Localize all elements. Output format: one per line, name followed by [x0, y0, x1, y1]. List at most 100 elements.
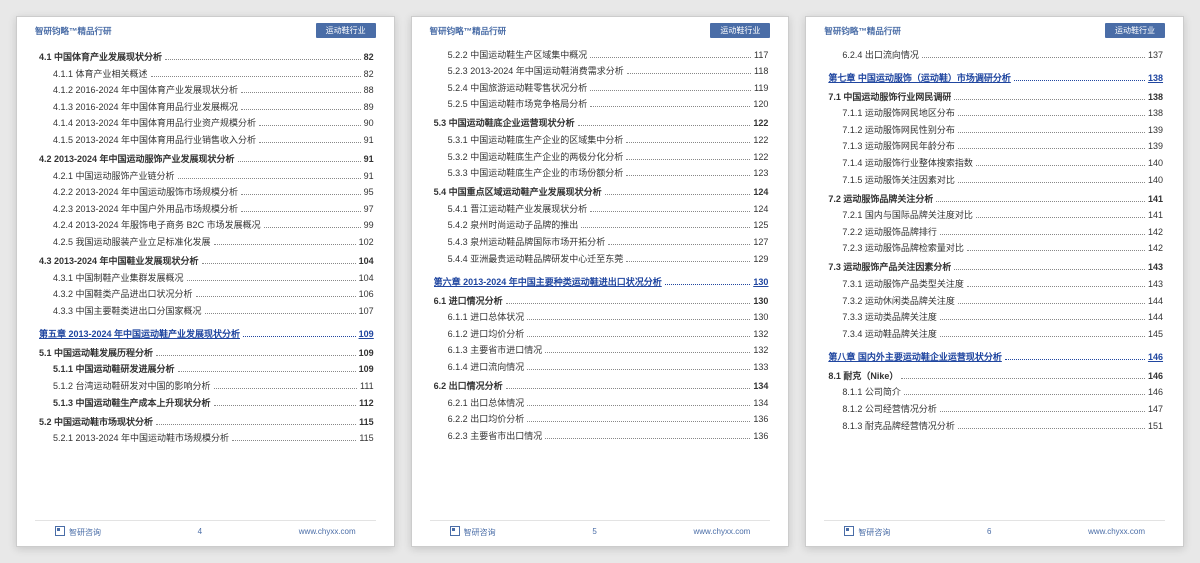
toc-leader [241, 211, 361, 212]
toc-label: 6.1.4 进口流向情况 [448, 360, 525, 373]
toc-leader [954, 269, 1145, 270]
toc-entry: 4.3.3 中国主要鞋类进出口分国家概况107 [39, 304, 374, 317]
footer-company: 智研咨询 [55, 525, 101, 538]
toc-leader [605, 194, 751, 195]
toc-label: 5.2.1 2013-2024 年中国运动鞋市场规模分析 [53, 431, 229, 444]
toc-label: 5.3.3 中国运动鞋底生产企业的市场份额分析 [448, 166, 624, 179]
toc-entry: 5.1.1 中国运动鞋研发进展分析109 [39, 362, 374, 375]
toc-leader [936, 201, 1145, 202]
toc-entry: 6.2.3 主要省市出口情况136 [434, 429, 769, 442]
toc-leader [578, 125, 751, 126]
toc-entry: 4.2.1 中国运动服饰产业链分析91 [39, 169, 374, 182]
toc-entry: 7.3 运动服饰产品关注因素分析143 [828, 260, 1163, 273]
toc-entry: 4.1.2 2016-2024 年中国体育产业发展现状分析88 [39, 83, 374, 96]
toc-page-num: 140 [1148, 158, 1163, 168]
toc-label: 8.1.1 公司简介 [842, 385, 901, 398]
toc-page-num: 139 [1148, 125, 1163, 135]
toc-label: 4.3.1 中国制鞋产业集群发展概况 [53, 271, 184, 284]
toc-leader [626, 159, 750, 160]
toc-label: 第七章 中国运动服饰（运动鞋）市场调研分析 [828, 71, 1011, 84]
toc-entry: 5.1.3 中国运动鞋生产成本上升现状分析112 [39, 396, 374, 409]
toc-leader [264, 227, 361, 228]
toc-entry: 6.2 出口情况分析134 [434, 379, 769, 392]
toc-leader [976, 217, 1145, 218]
toc-chapter-link[interactable]: 第六章 2013-2024 年中国主要种类运动鞋进出口状况分析130 [434, 275, 769, 288]
toc-leader [196, 296, 356, 297]
toc-page-num: 91 [364, 171, 374, 181]
toc-page-num: 91 [364, 154, 374, 164]
toc-entry: 7.3.4 运动鞋品牌关注度145 [828, 327, 1163, 340]
footer-page-num: 4 [198, 527, 202, 536]
toc-entry: 5.2.2 中国运动鞋生产区域集中概况117 [434, 48, 769, 61]
toc-entry: 4.2.5 我国运动服装产业立足标准化发展102 [39, 235, 374, 248]
toc-page-num: 112 [359, 398, 374, 408]
toc-leader [202, 263, 356, 264]
toc-entry: 7.2.3 运动服饰品牌检索量对比142 [828, 241, 1163, 254]
toc-label: 8.1 耐克（Nike） [828, 369, 898, 382]
toc-label: 第五章 2013-2024 年中国运动鞋产业发展现状分析 [39, 327, 240, 340]
brand-label: 智研钧略™精品行研 [35, 25, 112, 37]
toc-leader [151, 76, 361, 77]
toc-entry: 6.1.2 进口均价分析132 [434, 327, 769, 340]
toc-page-num: 127 [753, 237, 768, 247]
toc-chapter-link[interactable]: 第七章 中国运动服饰（运动鞋）市场调研分析138 [828, 71, 1163, 84]
footer-company: 智研咨询 [450, 525, 496, 538]
toc-label: 4.1.4 2013-2024 年中国体育用品行业资产规模分析 [53, 116, 256, 129]
toc-entry: 7.3.1 运动服饰产品类型关注度 143 [828, 277, 1163, 290]
toc-leader [241, 109, 361, 110]
toc-entry: 4.2.2 2013-2024 年中国运动服饰市场规模分析95 [39, 185, 374, 198]
toc-label: 7.2.3 运动服饰品牌检索量对比 [842, 241, 964, 254]
toc-leader [940, 336, 1145, 337]
toc-label: 4.1.3 2016-2024 年中国体育用品行业发展概况 [53, 100, 238, 113]
toc-page-num: 109 [359, 348, 374, 358]
toc-leader [626, 175, 750, 176]
footer-page-num: 5 [592, 527, 596, 536]
toc-page-num: 143 [1148, 279, 1163, 289]
toc-page-num: 138 [1148, 108, 1163, 118]
toc-leader [901, 378, 1145, 379]
toc-entry: 5.3.2 中国运动鞋底生产企业的两极分化分析122 [434, 150, 769, 163]
toc-page-num: 134 [753, 398, 768, 408]
toc-label: 7.3.2 运动休闲类品牌关注度 [842, 294, 955, 307]
toc-entry: 6.2.1 出口总体情况134 [434, 396, 769, 409]
toc-label: 8.1.3 耐克品牌经营情况分析 [842, 419, 955, 432]
toc-label: 7.1.5 运动服饰关注因素对比 [842, 173, 955, 186]
toc-entry: 4.1.3 2016-2024 年中国体育用品行业发展概况89 [39, 100, 374, 113]
toc-leader [156, 355, 356, 356]
toc-label: 4.2.2 2013-2024 年中国运动服饰市场规模分析 [53, 185, 238, 198]
toc-label: 6.2.3 主要省市出口情况 [448, 429, 543, 442]
toc-page-num: 138 [1148, 92, 1163, 102]
toc-entry: 4.1.1 体育产业相关概述82 [39, 67, 374, 80]
toc-label: 第六章 2013-2024 年中国主要种类运动鞋进出口状况分析 [434, 275, 662, 288]
toc-leader [545, 352, 750, 353]
toc-label: 6.2.4 出口流向情况 [842, 48, 919, 61]
toc-label: 6.1 进口情况分析 [434, 294, 503, 307]
toc-page-num: 117 [754, 50, 768, 60]
toc-entry: 7.3.2 运动休闲类品牌关注度144 [828, 294, 1163, 307]
toc-entry: 5.2.5 中国运动鞋市场竞争格局分析120 [434, 97, 769, 110]
toc-leader [238, 161, 361, 162]
toc-leader [958, 132, 1145, 133]
toc-page-num: 124 [753, 204, 768, 214]
toc-leader [178, 178, 361, 179]
toc-label: 7.1.4 运动服饰行业整体搜索指数 [842, 156, 973, 169]
toc-leader [958, 115, 1145, 116]
toc-label: 5.1.2 台湾运动鞋研发对中国的影响分析 [53, 379, 211, 392]
toc-label: 7.3 运动服饰产品关注因素分析 [828, 260, 951, 273]
toc-leader [259, 125, 361, 126]
toc-leader [545, 438, 750, 439]
toc-page-num: 82 [364, 69, 374, 79]
logo-icon [55, 526, 65, 536]
toc-page-num: 130 [753, 312, 768, 322]
toc-label: 7.1.2 运动服饰网民性别分布 [842, 123, 955, 136]
toc-label: 7.3.1 运动服饰产品类型关注度 [842, 277, 964, 290]
toc-chapter-link[interactable]: 第八章 国内外主要运动鞋企业运营现状分析146 [828, 350, 1163, 363]
toc-chapter-link[interactable]: 第五章 2013-2024 年中国运动鞋产业发展现状分析109 [39, 327, 374, 340]
document-page: 智研钧略™精品行研运动鞋行业5.2.2 中国运动鞋生产区域集中概况1175.2.… [411, 16, 790, 547]
toc-label: 6.1.1 进口总体状况 [448, 310, 525, 323]
toc-entry: 8.1.2 公司经营情况分析147 [828, 402, 1163, 415]
toc-page-num: 107 [359, 306, 374, 316]
page-header: 智研钧略™精品行研运动鞋行业 [17, 17, 394, 40]
toc-label: 5.3.2 中国运动鞋底生产企业的两极分化分析 [448, 150, 624, 163]
toc-entry: 6.2.4 出口流向情况137 [828, 48, 1163, 61]
